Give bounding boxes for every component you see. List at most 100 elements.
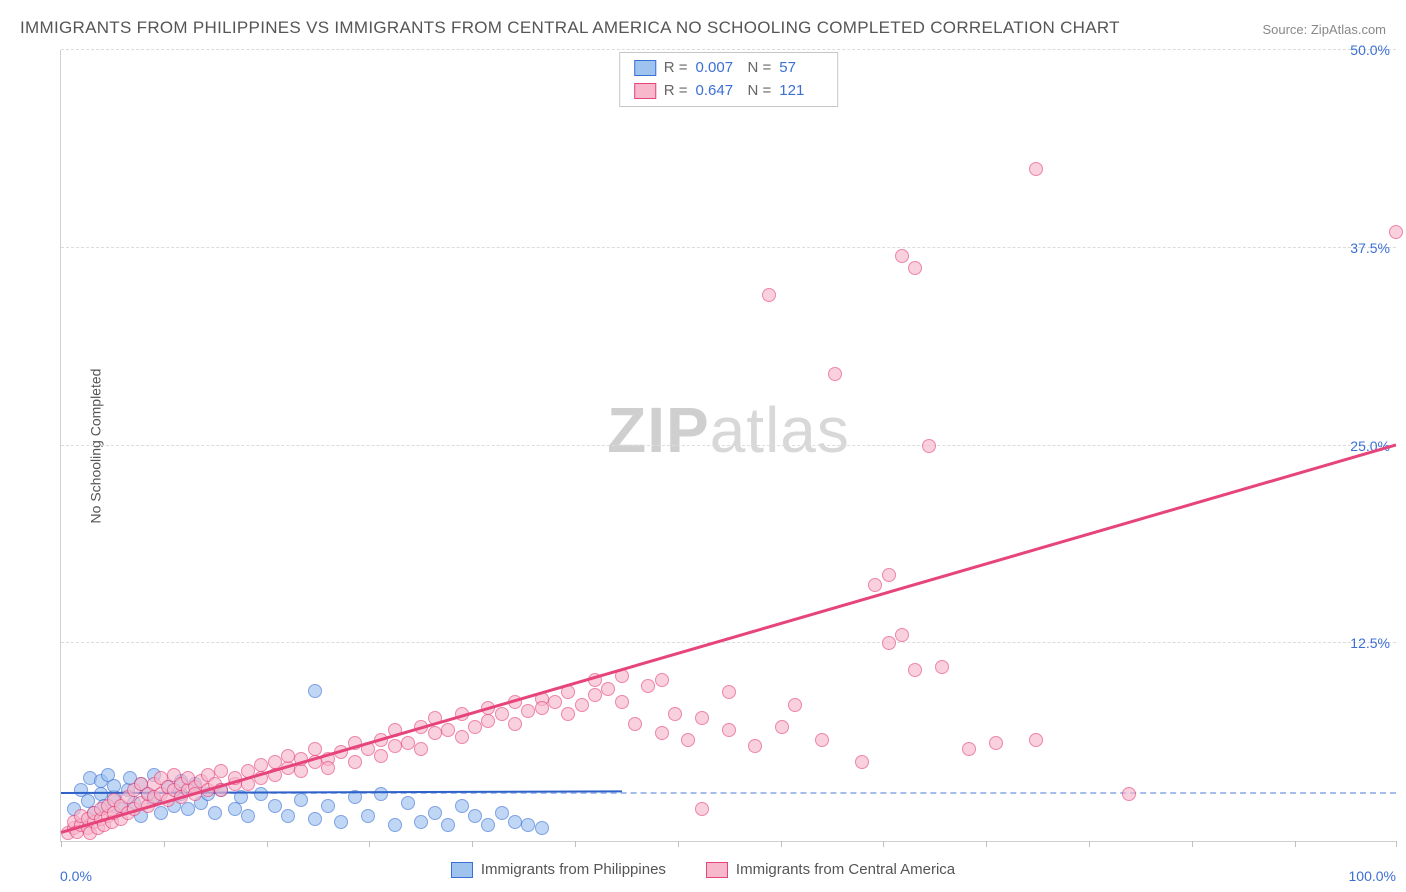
data-point-philippines bbox=[455, 799, 469, 813]
data-point-central_america bbox=[655, 673, 669, 687]
gridline bbox=[61, 247, 1396, 248]
source-attribution: Source: ZipAtlas.com bbox=[1262, 22, 1386, 37]
x-tick bbox=[986, 841, 987, 847]
x-tick bbox=[883, 841, 884, 847]
data-point-central_america bbox=[908, 663, 922, 677]
data-point-central_america bbox=[748, 739, 762, 753]
legend-label-central-america: Immigrants from Central America bbox=[736, 861, 955, 878]
data-point-central_america bbox=[575, 698, 589, 712]
swatch-philippines bbox=[634, 60, 656, 76]
legend-item-central-america: Immigrants from Central America bbox=[706, 861, 955, 878]
y-tick-label: 12.5% bbox=[1350, 635, 1390, 651]
x-tick bbox=[1089, 841, 1090, 847]
data-point-central_america bbox=[468, 720, 482, 734]
data-point-central_america bbox=[628, 717, 642, 731]
data-point-philippines bbox=[107, 779, 121, 793]
data-point-philippines bbox=[294, 793, 308, 807]
data-point-philippines bbox=[281, 809, 295, 823]
stat-r-label: R = bbox=[664, 80, 688, 103]
stat-n-label: N = bbox=[748, 80, 772, 103]
data-point-philippines bbox=[154, 806, 168, 820]
data-point-philippines bbox=[254, 787, 268, 801]
x-tick bbox=[267, 841, 268, 847]
y-tick-label: 37.5% bbox=[1350, 240, 1390, 256]
data-point-philippines bbox=[208, 806, 222, 820]
data-point-philippines bbox=[268, 799, 282, 813]
data-point-central_america bbox=[321, 761, 335, 775]
x-tick bbox=[472, 841, 473, 847]
data-point-central_america bbox=[868, 578, 882, 592]
x-tick bbox=[1192, 841, 1193, 847]
data-point-central_america bbox=[1029, 162, 1043, 176]
data-point-central_america bbox=[481, 714, 495, 728]
data-point-central_america bbox=[922, 439, 936, 453]
data-point-central_america bbox=[508, 717, 522, 731]
data-point-philippines bbox=[468, 809, 482, 823]
data-point-central_america bbox=[989, 736, 1003, 750]
data-point-central_america bbox=[294, 764, 308, 778]
y-tick-label: 50.0% bbox=[1350, 42, 1390, 58]
x-tick bbox=[1295, 841, 1296, 847]
stat-n-value-central-america: 121 bbox=[779, 80, 823, 103]
stats-row-central-america: R = 0.647 N = 121 bbox=[634, 80, 824, 103]
stats-row-philippines: R = 0.007 N = 57 bbox=[634, 57, 824, 80]
legend-swatch-central-america bbox=[706, 862, 728, 878]
data-point-central_america bbox=[788, 698, 802, 712]
legend-label-philippines: Immigrants from Philippines bbox=[481, 861, 666, 878]
data-point-central_america bbox=[414, 742, 428, 756]
data-point-central_america bbox=[548, 695, 562, 709]
data-point-central_america bbox=[348, 755, 362, 769]
data-point-central_america bbox=[762, 288, 776, 302]
data-point-philippines bbox=[321, 799, 335, 813]
data-point-philippines bbox=[414, 815, 428, 829]
data-point-philippines bbox=[308, 812, 322, 826]
data-point-central_america bbox=[882, 568, 896, 582]
data-point-philippines bbox=[521, 818, 535, 832]
data-point-central_america bbox=[214, 764, 228, 778]
data-point-central_america bbox=[374, 749, 388, 763]
watermark: ZIPatlas bbox=[607, 393, 850, 467]
data-point-central_america bbox=[815, 733, 829, 747]
stats-legend-box: R = 0.007 N = 57 R = 0.647 N = 121 bbox=[619, 52, 839, 107]
x-tick bbox=[1396, 841, 1397, 847]
stat-r-value-philippines: 0.007 bbox=[696, 57, 740, 80]
x-tick bbox=[575, 841, 576, 847]
data-point-central_america bbox=[615, 695, 629, 709]
data-point-central_america bbox=[855, 755, 869, 769]
data-point-central_america bbox=[722, 685, 736, 699]
scatter-plot-area: ZIPatlas R = 0.007 N = 57 R = 0.647 N = … bbox=[60, 50, 1396, 842]
stat-n-value-philippines: 57 bbox=[779, 57, 823, 80]
data-point-philippines bbox=[388, 818, 402, 832]
stat-r-value-central-america: 0.647 bbox=[696, 80, 740, 103]
data-point-philippines bbox=[481, 818, 495, 832]
data-point-central_america bbox=[722, 723, 736, 737]
data-point-philippines bbox=[361, 809, 375, 823]
data-point-central_america bbox=[775, 720, 789, 734]
stat-r-label: R = bbox=[664, 57, 688, 80]
legend-swatch-philippines bbox=[451, 862, 473, 878]
data-point-philippines bbox=[428, 806, 442, 820]
data-point-central_america bbox=[895, 628, 909, 642]
stat-n-label: N = bbox=[748, 57, 772, 80]
data-point-central_america bbox=[828, 367, 842, 381]
x-tick bbox=[369, 841, 370, 847]
data-point-central_america bbox=[895, 249, 909, 263]
data-point-central_america bbox=[401, 736, 415, 750]
data-point-central_america bbox=[428, 726, 442, 740]
x-tick bbox=[678, 841, 679, 847]
legend-bottom: Immigrants from Philippines Immigrants f… bbox=[0, 861, 1406, 878]
data-point-philippines bbox=[241, 809, 255, 823]
x-tick bbox=[61, 841, 62, 847]
data-point-central_america bbox=[655, 726, 669, 740]
data-point-philippines bbox=[535, 821, 549, 835]
data-point-philippines bbox=[228, 802, 242, 816]
gridline bbox=[61, 445, 1396, 446]
data-point-philippines bbox=[441, 818, 455, 832]
data-point-philippines bbox=[374, 787, 388, 801]
data-point-philippines bbox=[495, 806, 509, 820]
gridline bbox=[61, 642, 1396, 643]
data-point-central_america bbox=[641, 679, 655, 693]
data-point-central_america bbox=[681, 733, 695, 747]
chart-title: IMMIGRANTS FROM PHILIPPINES VS IMMIGRANT… bbox=[20, 18, 1120, 38]
data-point-central_america bbox=[254, 758, 268, 772]
